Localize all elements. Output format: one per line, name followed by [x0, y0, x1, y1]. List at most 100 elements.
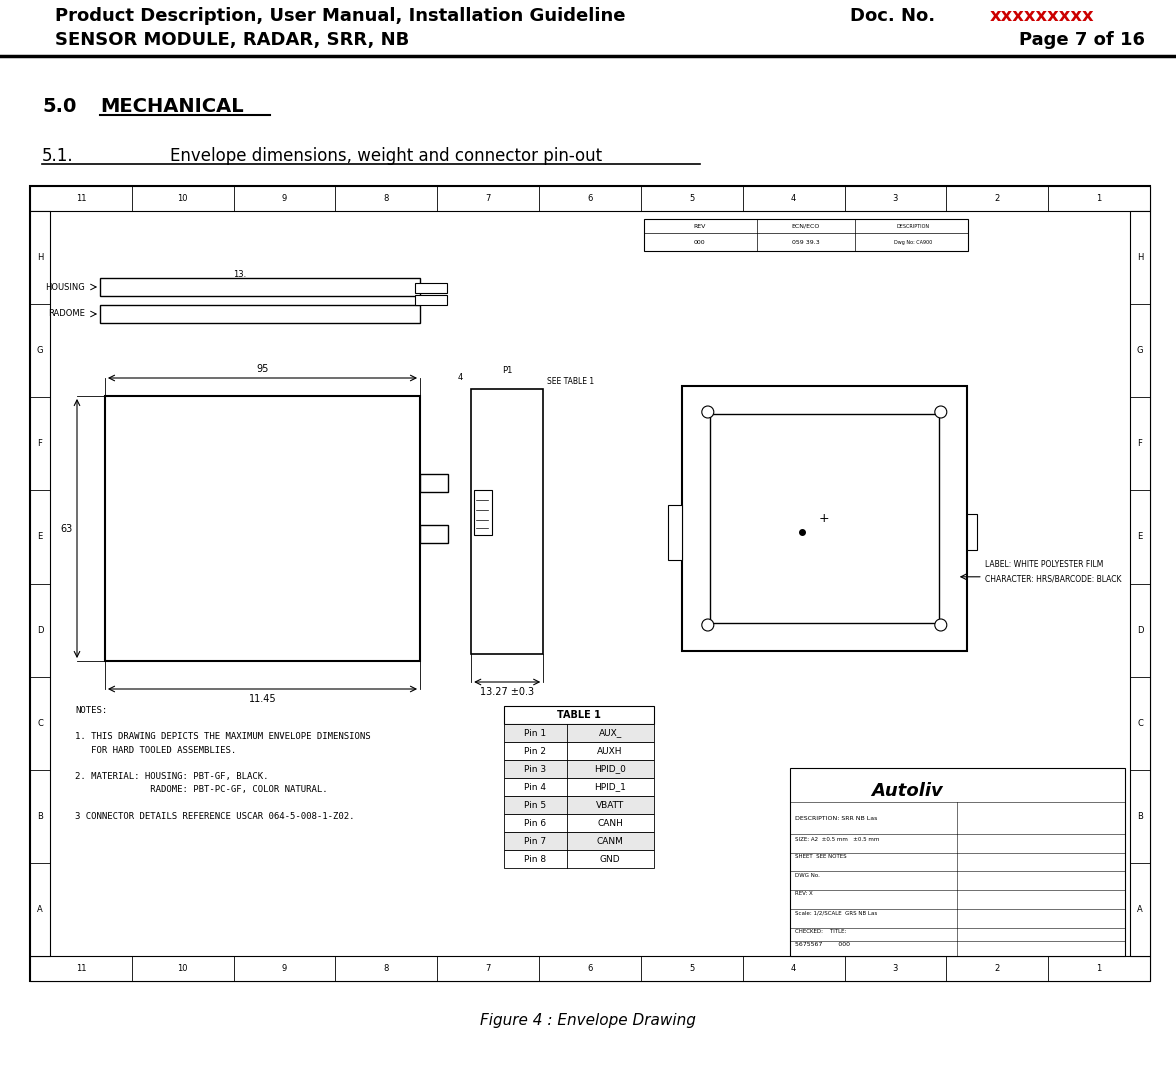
Text: 000: 000 — [694, 240, 704, 245]
Text: 5675567        000: 5675567 000 — [795, 942, 850, 948]
Bar — [790, 768, 1125, 956]
Bar — [415, 295, 447, 305]
Bar — [420, 524, 448, 543]
Text: 7: 7 — [486, 964, 490, 973]
Text: CHECKED:    TITLE:: CHECKED: TITLE: — [795, 930, 847, 934]
Text: 059 39.3: 059 39.3 — [793, 240, 820, 245]
Bar — [503, 760, 654, 778]
Bar — [0, 0, 1176, 56]
Text: TABLE 1: TABLE 1 — [556, 710, 601, 720]
Text: REV: REV — [693, 224, 706, 228]
Text: G: G — [36, 346, 44, 355]
Text: 8: 8 — [383, 964, 389, 973]
Text: 9: 9 — [282, 964, 287, 973]
Bar — [668, 504, 682, 560]
Text: 9: 9 — [282, 194, 287, 203]
Text: A: A — [38, 905, 42, 914]
Bar — [31, 185, 1150, 981]
Text: MECHANICAL: MECHANICAL — [100, 97, 243, 115]
Circle shape — [935, 619, 947, 631]
Text: SENSOR MODULE, RADAR, SRR, NB: SENSOR MODULE, RADAR, SRR, NB — [55, 31, 409, 49]
Bar — [31, 956, 1150, 981]
Text: DESCRIPTION: SRR NB Las: DESCRIPTION: SRR NB Las — [795, 817, 877, 821]
Text: F: F — [1137, 439, 1142, 449]
Text: 7: 7 — [486, 194, 490, 203]
Text: CANM: CANM — [596, 837, 623, 845]
Text: 1: 1 — [1096, 194, 1102, 203]
Text: HPID_0: HPID_0 — [594, 764, 626, 774]
Text: DESCRIPTION: DESCRIPTION — [896, 224, 929, 228]
Bar — [100, 278, 420, 296]
Text: 2: 2 — [995, 964, 1000, 973]
Bar — [31, 185, 1150, 211]
Text: Pin 2: Pin 2 — [524, 746, 546, 756]
Text: Pin 1: Pin 1 — [524, 728, 546, 738]
Text: Figure 4 : Envelope Drawing: Figure 4 : Envelope Drawing — [480, 1013, 696, 1028]
Text: H: H — [1137, 253, 1143, 262]
Text: B: B — [38, 812, 44, 821]
Text: 10: 10 — [178, 964, 188, 973]
Text: SEE TABLE 1: SEE TABLE 1 — [547, 376, 594, 386]
Text: Pin 6: Pin 6 — [524, 819, 546, 827]
Circle shape — [935, 406, 947, 418]
Text: HOUSING: HOUSING — [45, 282, 85, 291]
Text: Dwg No: CA900: Dwg No: CA900 — [894, 240, 933, 245]
Text: 13.: 13. — [233, 270, 246, 279]
Text: 13.27 ±0.3: 13.27 ±0.3 — [480, 687, 534, 697]
Text: SHEET  SEE NOTES: SHEET SEE NOTES — [795, 854, 847, 859]
Text: 11.45: 11.45 — [248, 694, 276, 704]
Text: Doc. No.: Doc. No. — [850, 6, 948, 25]
Text: 4: 4 — [457, 372, 463, 382]
Text: Envelope dimensions, weight and connector pin-out: Envelope dimensions, weight and connecto… — [171, 147, 602, 165]
Bar — [503, 778, 654, 796]
Bar — [503, 724, 654, 742]
Text: Pin 8: Pin 8 — [524, 855, 546, 863]
Bar — [503, 742, 654, 760]
Text: CANH: CANH — [597, 819, 623, 827]
Text: C: C — [38, 718, 44, 728]
Text: E: E — [38, 532, 42, 542]
Bar — [105, 395, 420, 661]
Bar — [644, 219, 968, 251]
Text: D: D — [1137, 626, 1143, 634]
Text: 63: 63 — [61, 523, 73, 533]
Text: H: H — [36, 253, 44, 262]
Text: G: G — [1137, 346, 1143, 355]
Text: C: C — [1137, 718, 1143, 728]
Text: 6: 6 — [587, 964, 593, 973]
Text: ECN/ECO: ECN/ECO — [791, 224, 820, 228]
Text: 2: 2 — [995, 194, 1000, 203]
Text: REV: X: REV: X — [795, 891, 813, 897]
Text: HPID_1: HPID_1 — [594, 782, 626, 791]
Text: A: A — [1137, 905, 1143, 914]
Text: AUXH: AUXH — [597, 746, 623, 756]
Text: +: + — [818, 512, 829, 524]
Text: 3: 3 — [893, 194, 898, 203]
Text: GND: GND — [600, 855, 621, 863]
Bar — [503, 814, 654, 831]
Bar — [503, 706, 654, 724]
Bar — [503, 831, 654, 850]
Bar — [31, 211, 51, 956]
Text: 3: 3 — [893, 964, 898, 973]
Text: 11: 11 — [75, 964, 86, 973]
Text: 5.1.: 5.1. — [42, 147, 74, 165]
Circle shape — [702, 619, 714, 631]
Text: 95: 95 — [256, 364, 268, 374]
Text: 5: 5 — [689, 194, 695, 203]
Text: xxxxxxxxx: xxxxxxxxx — [990, 6, 1095, 25]
Text: DWG No.: DWG No. — [795, 873, 820, 877]
Text: Scale: 1/2/SCALE  GRS NB Las: Scale: 1/2/SCALE GRS NB Las — [795, 910, 877, 916]
Text: RADOME: RADOME — [48, 309, 85, 319]
Text: Product Description, User Manual, Installation Guideline: Product Description, User Manual, Instal… — [55, 6, 626, 25]
Text: P1: P1 — [502, 366, 513, 375]
Bar — [682, 386, 967, 651]
Text: Pin 7: Pin 7 — [524, 837, 546, 845]
Text: Autoliv: Autoliv — [871, 781, 943, 800]
Bar — [472, 389, 543, 655]
Text: 11: 11 — [75, 194, 86, 203]
Text: 10: 10 — [178, 194, 188, 203]
Text: D: D — [36, 626, 44, 634]
Text: 8: 8 — [383, 194, 389, 203]
Circle shape — [702, 406, 714, 418]
